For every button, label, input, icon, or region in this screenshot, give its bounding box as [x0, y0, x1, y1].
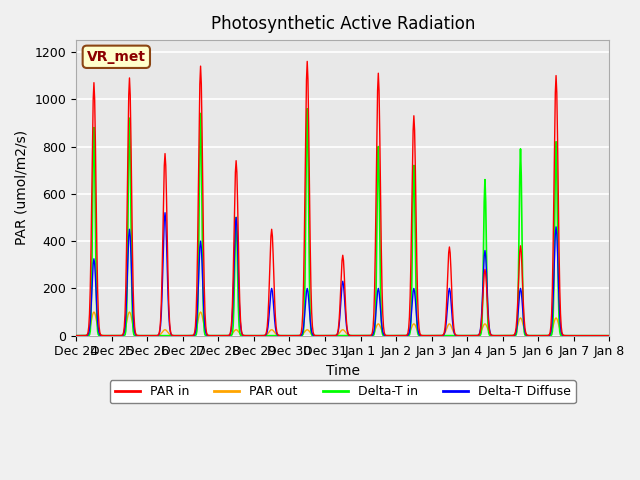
- Legend: PAR in, PAR out, Delta-T in, Delta-T Diffuse: PAR in, PAR out, Delta-T in, Delta-T Dif…: [110, 380, 575, 403]
- Title: Photosynthetic Active Radiation: Photosynthetic Active Radiation: [211, 15, 475, 33]
- Text: VR_met: VR_met: [87, 50, 146, 64]
- Y-axis label: PAR (umol/m2/s): PAR (umol/m2/s): [15, 130, 29, 245]
- X-axis label: Time: Time: [326, 364, 360, 378]
